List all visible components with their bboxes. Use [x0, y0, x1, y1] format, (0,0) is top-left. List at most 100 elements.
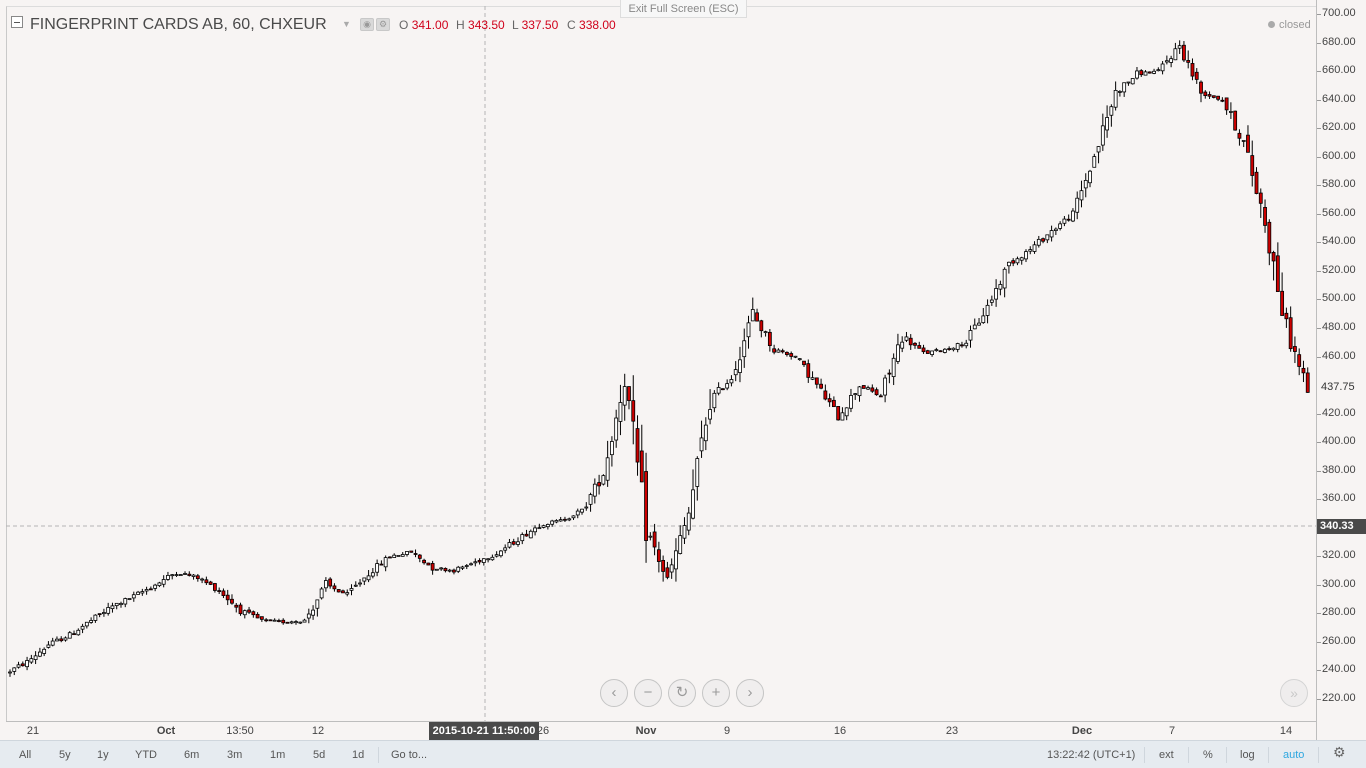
price-tick-label: 380.00 — [1322, 463, 1356, 476]
exit-fullscreen-button[interactable]: Exit Full Screen (ESC) — [620, 0, 747, 18]
status-dot-icon — [1268, 21, 1275, 28]
ohlc-high-value: 343.50 — [468, 18, 505, 32]
price-tick-mark — [1317, 499, 1321, 501]
range-ytd-button[interactable]: YTD — [135, 749, 157, 761]
price-tick-label: 660.00 — [1322, 64, 1356, 77]
candle-up — [144, 589, 149, 592]
clock-timezone[interactable]: 13:22:42 (UTC+1) — [1047, 749, 1136, 761]
candle-up — [1173, 48, 1178, 61]
range-1y-button[interactable]: 1y — [97, 749, 109, 761]
range-1m-button[interactable]: 1m — [270, 749, 286, 761]
reset-chart-button[interactable]: ↻ — [668, 679, 696, 707]
candle-up — [1036, 238, 1041, 246]
price-tick-label: 540.00 — [1322, 235, 1356, 248]
eye-icon[interactable]: ◉ — [360, 18, 374, 31]
candle-up — [1019, 257, 1024, 261]
candle-down — [1066, 218, 1071, 221]
candle-up — [1143, 71, 1148, 76]
candle-up — [157, 582, 162, 587]
candle-up — [42, 648, 47, 654]
candle-down — [409, 550, 414, 553]
candle-down — [413, 553, 418, 555]
time-axis[interactable] — [6, 721, 1316, 740]
price-tick-mark — [1317, 14, 1321, 15]
candle-up — [1135, 70, 1139, 79]
crosshair-price-label: 340.33 — [1317, 519, 1366, 534]
candle-up — [153, 584, 158, 589]
candle-down — [938, 350, 943, 353]
range-1d-button[interactable]: 1d — [352, 749, 365, 761]
candle-up — [93, 614, 98, 621]
candle-up — [554, 520, 559, 523]
candle-up — [669, 564, 674, 573]
zoom-in-button[interactable]: + — [702, 679, 730, 707]
candle-up — [699, 437, 704, 452]
candle-up — [537, 527, 542, 530]
gear-icon[interactable]: ⚙ — [376, 18, 390, 31]
settings-gear-icon[interactable]: ⚙ — [1333, 744, 1346, 760]
extended-hours-toggle[interactable]: ext — [1159, 749, 1174, 761]
candle-up — [750, 309, 755, 322]
price-axis[interactable] — [1316, 0, 1366, 740]
range-5d-button[interactable]: 5d — [313, 749, 326, 761]
goto-date-button[interactable]: Go to... — [391, 749, 428, 761]
range-5y-button[interactable]: 5y — [59, 749, 71, 761]
price-tick-label: 600.00 — [1322, 149, 1356, 162]
collapse-legend-button[interactable] — [11, 16, 23, 28]
candle-up — [584, 506, 589, 509]
candle-down — [388, 556, 392, 559]
zoom-out-button[interactable]: − — [634, 679, 662, 707]
candle-up — [541, 525, 546, 528]
candle-up — [353, 584, 358, 587]
price-tick-mark — [1317, 185, 1321, 187]
price-tick-label: 700.00 — [1322, 7, 1356, 19]
candle-up — [469, 563, 473, 566]
scroll-left-button[interactable]: ‹ — [600, 679, 628, 707]
symbol-title[interactable]: FINGERPRINT CARDS AB, 60, CHXEUR — [30, 16, 327, 33]
candle-up — [592, 483, 597, 497]
candle-up — [1096, 146, 1101, 153]
candle-down — [148, 588, 153, 591]
auto-scale-toggle[interactable]: auto — [1283, 749, 1305, 761]
candle-up — [383, 557, 388, 568]
candle-down — [1267, 221, 1272, 254]
price-tick-mark — [1317, 699, 1321, 700]
candle-down — [1211, 95, 1216, 98]
range-all-button[interactable]: All — [19, 749, 32, 761]
candle-up — [136, 591, 140, 595]
candle-down — [1301, 367, 1306, 374]
candle-down — [72, 633, 76, 636]
candle-up — [1152, 70, 1156, 74]
candle-down — [285, 621, 290, 624]
scroll-to-realtime-button[interactable]: » — [1280, 679, 1308, 707]
toolbar-divider — [1144, 747, 1145, 763]
chevron-down-icon[interactable]: ▼ — [342, 19, 351, 29]
candle-up — [200, 578, 204, 581]
candle-up — [191, 574, 196, 577]
price-tick-mark — [1317, 299, 1321, 301]
candle-up — [405, 551, 409, 555]
range-6m-button[interactable]: 6m — [184, 749, 200, 761]
candle-up — [951, 347, 956, 351]
log-scale-toggle[interactable]: log — [1240, 749, 1255, 761]
candle-down — [1011, 260, 1016, 264]
candle-down — [913, 342, 917, 346]
candle-up — [686, 512, 691, 531]
candle-up — [37, 651, 42, 657]
candle-up — [178, 574, 183, 576]
candle-down — [1182, 44, 1186, 61]
scroll-right-button[interactable]: › — [736, 679, 764, 707]
candle-down — [1139, 70, 1144, 76]
percent-scale-toggle[interactable]: % — [1203, 749, 1213, 761]
candle-up — [793, 355, 798, 358]
candle-down — [652, 531, 657, 548]
candle-up — [456, 566, 461, 572]
candle-up — [319, 588, 324, 599]
price-chart[interactable] — [0, 0, 1316, 721]
candle-up — [84, 621, 89, 627]
time-tick-label: 14 — [1279, 725, 1293, 737]
candle-down — [831, 399, 836, 408]
candle-up — [439, 567, 444, 570]
price-tick-label: 500.00 — [1322, 292, 1356, 305]
range-3m-button[interactable]: 3m — [227, 749, 243, 761]
